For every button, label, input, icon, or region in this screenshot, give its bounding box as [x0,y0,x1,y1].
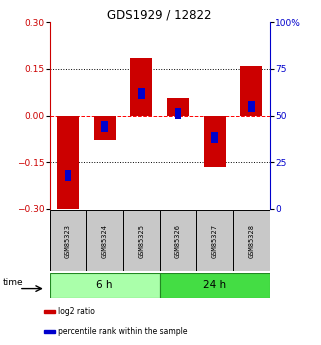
Text: 24 h: 24 h [203,280,226,290]
FancyBboxPatch shape [50,273,160,298]
Text: time: time [3,278,23,287]
FancyBboxPatch shape [160,210,196,271]
Bar [94,116,116,140]
Bar [130,58,152,116]
Text: 6 h: 6 h [97,280,113,290]
Text: percentile rank within the sample: percentile rank within the sample [58,327,188,336]
Title: GDS1929 / 12822: GDS1929 / 12822 [108,8,212,21]
Bar [65,170,71,181]
Bar [240,66,262,116]
Text: GSM85326: GSM85326 [175,224,181,258]
Text: GSM85324: GSM85324 [102,224,108,258]
FancyBboxPatch shape [86,210,123,271]
Text: GSM85327: GSM85327 [212,224,218,258]
Bar [204,116,226,167]
FancyBboxPatch shape [50,210,86,271]
Text: log2 ratio: log2 ratio [58,307,95,316]
Bar [57,116,79,210]
Bar [167,98,189,116]
Text: GSM85328: GSM85328 [248,224,254,258]
Bar [101,121,108,132]
FancyBboxPatch shape [233,210,270,271]
FancyBboxPatch shape [160,273,270,298]
FancyBboxPatch shape [123,210,160,271]
Text: GSM85325: GSM85325 [138,224,144,258]
Bar [248,101,255,112]
Bar [211,132,218,144]
Bar [44,310,55,313]
Bar [44,330,55,333]
Bar [175,108,181,119]
Bar [138,88,145,99]
Text: GSM85323: GSM85323 [65,224,71,258]
FancyBboxPatch shape [196,210,233,271]
